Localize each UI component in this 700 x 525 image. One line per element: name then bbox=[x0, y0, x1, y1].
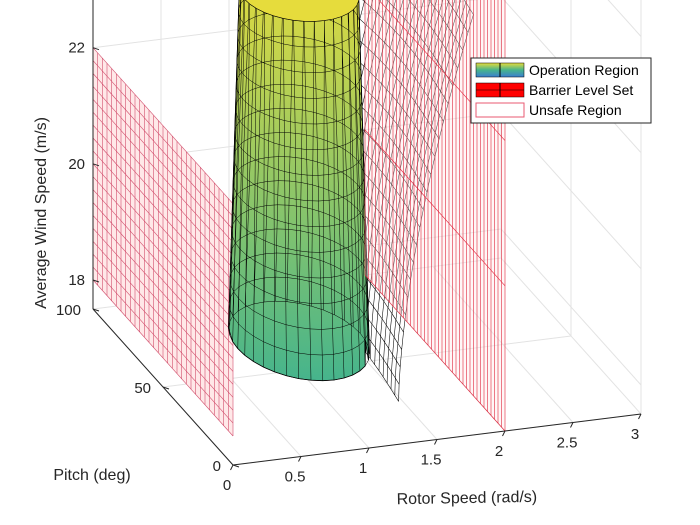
y-axis-label: Pitch (deg) bbox=[53, 467, 130, 484]
y-tick-label: 50 bbox=[134, 380, 151, 397]
x-tick-label: 0.5 bbox=[285, 469, 306, 486]
x-tick-label: 2.5 bbox=[557, 435, 578, 452]
x-axis-label: Rotor Speed (rad/s) bbox=[397, 489, 538, 508]
x-tick-label: 1 bbox=[359, 460, 367, 477]
x-tick-label: 2 bbox=[495, 443, 503, 460]
operation-cone-body bbox=[229, 0, 370, 381]
y-tick bbox=[233, 465, 239, 467]
legend-item: Barrier Level Set bbox=[476, 82, 633, 98]
legend-item: Operation Region bbox=[476, 62, 639, 78]
legend: Operation Region Barrier Level Set Unsafe … bbox=[471, 58, 651, 123]
x-tick-label: 3 bbox=[631, 426, 639, 443]
legend-label: Operation Region bbox=[529, 62, 639, 78]
z-axis-label: Average Wind Speed (m/s) bbox=[33, 117, 50, 309]
x-tick-label: 1.5 bbox=[421, 452, 442, 469]
y-tick-label: 100 bbox=[56, 302, 81, 319]
legend-item: Unsafe Region bbox=[476, 102, 622, 118]
x-tick bbox=[231, 465, 234, 470]
plot-surfaces bbox=[93, 0, 505, 436]
x-tick-label: 0 bbox=[223, 477, 231, 494]
operation-cone bbox=[229, 0, 370, 381]
z-tick-label: 18 bbox=[68, 272, 85, 289]
z-tick-label: 22 bbox=[68, 40, 85, 57]
unsafe-plane-left bbox=[93, 48, 233, 436]
legend-swatch-unsafe bbox=[476, 103, 524, 117]
legend-label: Unsafe Region bbox=[529, 102, 622, 118]
y-tick-label: 0 bbox=[213, 458, 221, 475]
legend-label: Barrier Level Set bbox=[529, 82, 633, 98]
z-tick-label: 20 bbox=[68, 156, 85, 173]
